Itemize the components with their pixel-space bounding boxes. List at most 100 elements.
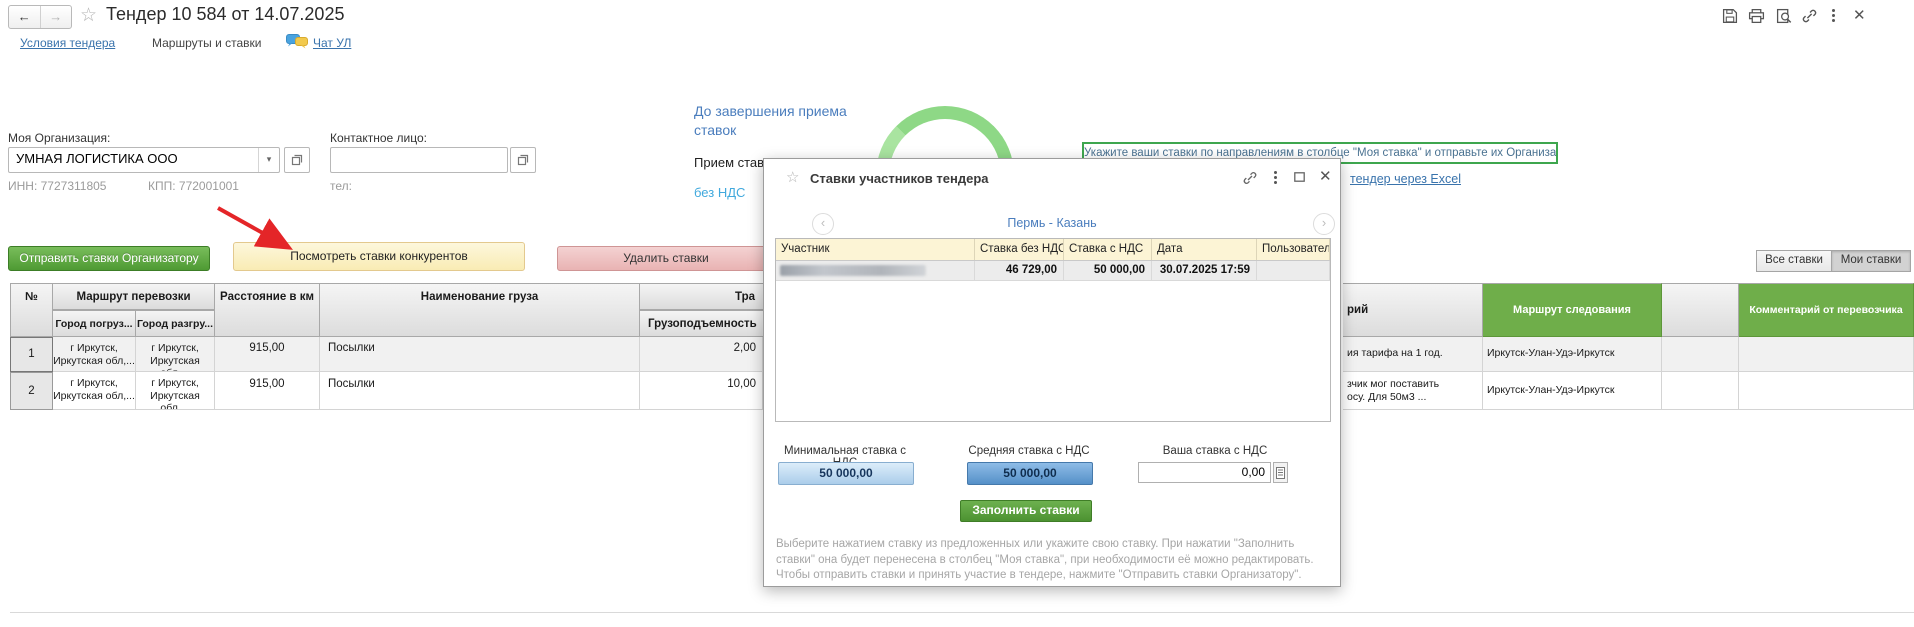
cell-distance[interactable]: 915,00 [215,372,320,410]
your-bid-input[interactable]: 0,00 [1138,462,1271,483]
org-open-button[interactable] [284,147,310,173]
link-icon[interactable] [1801,8,1818,24]
contact-label: Контактное лицо: [330,131,427,145]
cell-carrier-comment[interactable] [1739,337,1914,372]
cell-city-load[interactable]: г Иркутск, Иркутская обл,... [53,372,136,410]
org-value: УМНАЯ ЛОГИСТИКА ООО [16,151,178,166]
countdown-title-line1: До завершения приема [694,103,847,119]
bids-table: Участник Ставка без НДС Ставка с НДС Дат… [775,238,1331,422]
your-bid-value: 0,00 [1241,465,1265,479]
cell-carrier-comment[interactable] [1739,372,1914,410]
bids-accepting-label: Прием ставок [694,155,777,170]
dialog-title: Ставки участников тендера [810,171,989,186]
bid-user-cell [1257,261,1330,280]
cell-empty[interactable] [1662,372,1739,410]
tab-routes-and-bids[interactable]: Маршруты и ставки [152,36,262,50]
fill-bids-button[interactable]: Заполнить ставки [960,500,1092,522]
bid-no-vat-cell: 46 729,00 [975,261,1064,280]
min-bid-button[interactable]: 50 000,00 [778,462,914,485]
cell-empty[interactable] [1662,337,1739,372]
filter-my-bids[interactable]: Мои ставки [1831,250,1911,272]
calculator-button[interactable] [1273,462,1288,483]
col-header-comment-partial[interactable]: рий [1343,283,1483,337]
cell-route-follow[interactable]: Иркутск-Улан-Удэ-Иркутск [1483,337,1662,372]
cell-city-load[interactable]: г Иркутск, Иркутская обл,... [53,337,136,372]
dialog-maximize-icon[interactable] [1294,172,1305,182]
col-header-carrier-comment[interactable]: Комментарий от перевозчика [1739,283,1914,337]
col-header-cargo[interactable]: Наименование груза [320,283,640,337]
col-date[interactable]: Дата [1152,239,1257,260]
dialog-favorite-star-icon[interactable]: ☆ [786,169,800,186]
col-header-city-unload[interactable]: Город разгру... [136,310,215,337]
more-menu-icon[interactable] [1832,9,1835,12]
col-header-city-load[interactable]: Город погруз... [53,310,136,337]
dialog-link-icon[interactable] [1242,170,1258,186]
row-number[interactable]: 1 [10,337,53,372]
forward-button[interactable]: → [39,6,72,28]
history-nav: ← → [8,5,72,29]
row-number[interactable]: 2 [10,372,53,410]
col-header-empty[interactable] [1662,283,1739,337]
route-direction-label[interactable]: Пермь - Казань [1007,216,1097,230]
cell-capacity[interactable]: 10,00 [640,372,763,410]
bid-with-vat-cell: 50 000,00 [1064,261,1152,280]
cell-capacity[interactable]: 2,00 [640,337,763,372]
cell-comment-partial[interactable]: ия тарифа на 1 год. [1343,337,1483,372]
tab-tender-conditions[interactable]: Условия тендера [20,36,116,50]
save-icon[interactable] [1722,8,1738,24]
cell-city-unload[interactable]: г Иркутск, Иркутская обл,... [136,372,215,410]
cell-comment-partial[interactable]: зчик мог поставить осу. Для 50м3 ... [1343,372,1483,410]
org-combobox[interactable]: УМНАЯ ЛОГИСТИКА ООО ▾ [8,147,280,173]
col-participant[interactable]: Участник [776,239,975,260]
tab-chat-ul[interactable]: Чат УЛ [313,36,352,50]
send-bids-button[interactable]: Отправить ставки Организатору [8,246,210,271]
col-bid-no-vat[interactable]: Ставка без НДС [975,239,1064,260]
cell-cargo[interactable]: Посылки [320,372,640,410]
excel-link[interactable]: тендер через Excel [1350,172,1461,186]
back-button[interactable]: ← [17,9,31,24]
col-user[interactable]: Пользователь [1257,239,1330,260]
col-header-route-follow[interactable]: Маршрут следования [1483,283,1662,337]
view-competitor-bids-button[interactable]: Посмотреть ставки конкурентов [233,242,525,271]
blurred-participant-name [780,265,926,276]
preview-icon[interactable] [1776,8,1792,24]
col-header-number[interactable]: № [10,283,53,337]
bid-date-cell: 30.07.2025 17:59 [1152,261,1257,280]
col-header-distance[interactable]: Расстояние в км [215,283,320,337]
vat-mode-link[interactable]: без НДС [694,185,746,200]
prev-route-button[interactable]: ‹ [812,213,834,235]
cell-cargo[interactable]: Посылки [320,337,640,372]
delete-bids-button[interactable]: Удалить ставки [557,246,775,271]
next-route-button[interactable]: › [1313,213,1335,235]
org-label: Моя Организация: [8,131,111,145]
red-arrow-annotation [217,206,293,250]
competitor-bids-dialog: ☆ Ставки участников тендера ✕ ‹ Пермь - … [763,158,1341,587]
dialog-more-menu-icon[interactable] [1274,171,1277,174]
open-form-icon [291,154,303,166]
table-bottom-border [10,612,1914,613]
filter-all-bids[interactable]: Все ставки [1756,250,1832,272]
contact-tel: тел: [330,179,352,193]
avg-bid-button[interactable]: 50 000,00 [967,462,1093,485]
contact-open-button[interactable] [510,147,536,173]
bid-row[interactable]: 46 729,00 50 000,00 30.07.2025 17:59 [776,261,1330,281]
participant-cell [776,261,975,280]
close-window-icon[interactable]: ✕ [1853,7,1866,24]
cell-route-follow[interactable]: Иркутск-Улан-Удэ-Иркутск [1483,372,1662,410]
org-dropdown-arrow-icon[interactable]: ▾ [258,148,279,172]
col-bid-with-vat[interactable]: Ставка с НДС [1064,239,1152,260]
contact-input[interactable] [330,147,508,173]
page-title: Тендер 10 584 от 14.07.2025 [106,4,345,24]
dialog-close-icon[interactable]: ✕ [1319,168,1332,185]
org-inn: ИНН: 7727311805 [8,179,107,193]
avg-bid-label: Средняя ставка с НДС [968,445,1090,457]
chat-icon [286,34,308,49]
open-form-icon [517,154,529,166]
cell-distance[interactable]: 915,00 [215,337,320,372]
calculator-icon [1276,466,1285,479]
print-icon[interactable] [1748,8,1765,24]
favorite-star-icon[interactable]: ☆ [80,5,98,26]
col-header-route-group[interactable]: Маршрут перевозки [53,283,215,310]
cell-city-unload[interactable]: г Иркутск, Иркутская обл,... [136,337,215,372]
